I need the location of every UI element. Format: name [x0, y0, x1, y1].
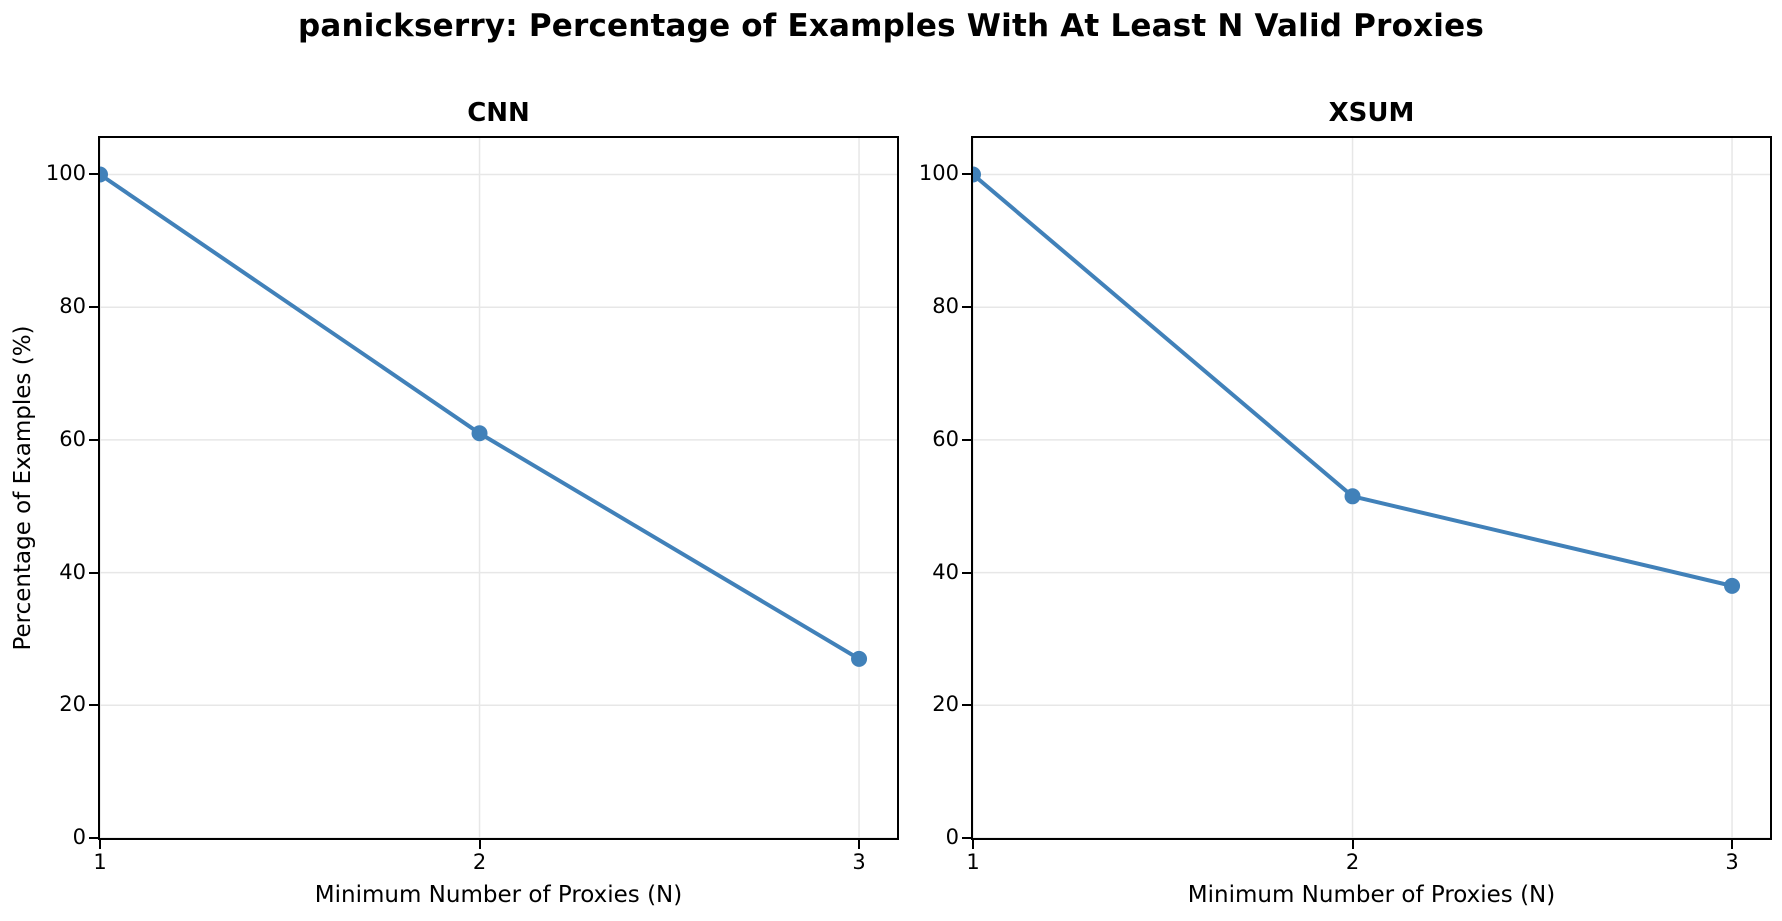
y-tick-label: 20 [932, 692, 959, 717]
line-chart-xsum [973, 138, 1770, 838]
y-tick-label: 40 [932, 559, 959, 584]
line-chart-cnn [100, 138, 897, 838]
y-tick-label: 80 [932, 294, 959, 319]
y-tick-mark [962, 438, 971, 441]
x-tick-label: 2 [472, 850, 487, 874]
y-tick-mark [962, 173, 971, 176]
x-tick-label: 1 [93, 850, 107, 874]
x-axis-label-xsum: Minimum Number of Proxies (N) [1187, 882, 1556, 908]
y-tick-label: 40 [59, 559, 86, 584]
x-tick-label: 3 [1725, 850, 1739, 874]
y-tick-label: 60 [932, 426, 959, 451]
data-point [471, 425, 488, 442]
x-axis-label-cnn: Minimum Number of Proxies (N) [314, 882, 683, 908]
y-tick-mark [962, 571, 971, 574]
data-point [100, 166, 108, 183]
x-tick-mark [972, 840, 974, 849]
y-tick-label: 0 [945, 825, 959, 850]
y-tick-mark [962, 837, 971, 839]
y-tick-mark [89, 704, 98, 707]
subplot-title-cnn: CNN [467, 98, 530, 128]
y-tick-mark [89, 306, 98, 309]
data-point [851, 650, 868, 667]
y-tick-label: 80 [59, 294, 86, 319]
x-tick-mark [1351, 840, 1354, 849]
x-tick-label: 3 [852, 850, 866, 874]
x-tick-mark [1731, 840, 1734, 849]
y-tick-mark [89, 837, 98, 839]
x-tick-mark [99, 840, 101, 849]
data-point [973, 166, 981, 183]
y-tick-label: 100 [918, 161, 959, 186]
y-tick-label: 100 [45, 161, 86, 186]
subplot-title-xsum: XSUM [1328, 98, 1415, 128]
figure-title: panickserry: Percentage of Examples With… [297, 8, 1484, 44]
y-tick-mark [962, 306, 971, 309]
data-point [1724, 577, 1741, 594]
y-tick-label: 20 [59, 692, 86, 717]
x-tick-label: 1 [966, 850, 980, 874]
y-tick-mark [89, 438, 98, 441]
x-tick-mark [858, 840, 861, 849]
subplot-cnn: CNN 0 20 40 60 80 100 1 2 3 Percentage of Exampl… [10, 98, 899, 908]
x-tick-mark [478, 840, 481, 849]
subplot-xsum: XSUM 0 20 40 60 80 100 1 2 3 Minimum Number of P… [919, 98, 1772, 908]
x-tick-label: 2 [1345, 850, 1360, 874]
y-tick-mark [89, 571, 98, 574]
y-tick-mark [962, 704, 971, 707]
y-tick-label: 0 [72, 825, 86, 850]
y-axis-label: Percentage of Examples (%) [10, 325, 36, 651]
y-tick-label: 60 [59, 426, 86, 451]
y-tick-mark [89, 173, 98, 176]
data-point [1344, 488, 1361, 505]
